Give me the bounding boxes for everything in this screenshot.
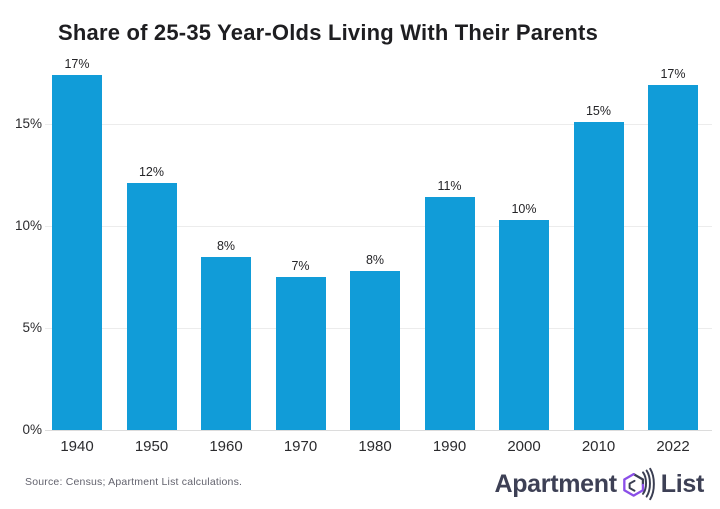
xtick-label-1960: 1960 [209, 438, 243, 455]
bar-1980 [350, 271, 400, 430]
ytick-label-10%: 10% [14, 218, 42, 233]
x-axis-labels: 1940 1950 1960 1970 1980 1990 2000 2010 2022 [52, 438, 698, 455]
source-note: Source: Census; Apartment List calculati… [25, 476, 243, 488]
xtick-label-1970: 1970 [283, 438, 318, 455]
bar-value-label-2000: 10% [511, 202, 537, 216]
xtick-label-2000: 2000 [507, 438, 541, 455]
logo-text-apartment: Apartment [494, 469, 617, 498]
bar-1970 [275, 277, 326, 430]
bar-1990 [424, 197, 475, 430]
bar-group-1990: 11% [424, 179, 475, 430]
bar-value-label-1940: 17% [64, 57, 90, 71]
bar-group-1950: 12% [126, 165, 177, 430]
xtick-label-1980: 1980 [358, 438, 392, 455]
bar-group-2010: 15% [573, 104, 624, 430]
bar-value-label-1950: 12% [138, 165, 165, 179]
bar-group-2022: 17% [648, 67, 698, 430]
xtick-label-1950: 1950 [134, 438, 169, 455]
bar-2000 [499, 220, 549, 430]
apartment-list-logo: Apartment List [494, 465, 704, 503]
ytick-label-15%: 15% [14, 116, 42, 131]
ytick-label-5%: 5% [22, 320, 42, 335]
xtick-label-1940: 1940 [60, 438, 94, 455]
chart-title: Share of 25-35 Year-Olds Living With The… [58, 19, 598, 45]
apartment-list-mark-icon [622, 467, 655, 501]
bar-value-label-2022: 17% [660, 67, 686, 81]
bar-value-label-2010: 15% [585, 104, 612, 118]
gridline-10% [45, 226, 712, 227]
bar-group-1980: 8% [350, 253, 400, 430]
gridline-15% [45, 124, 712, 125]
bar-group-2000: 10% [499, 202, 549, 430]
gridline-0% [45, 430, 712, 431]
bars-row: 17% 12% 8% 7% 8% 11% 10% 15% 17% [52, 52, 698, 430]
xtick-label-2010: 2010 [581, 438, 616, 455]
bar-1950 [126, 183, 177, 430]
bar-group-1970: 7% [275, 259, 326, 430]
logo-text-list: List [660, 469, 705, 498]
bar-2022 [648, 85, 698, 430]
ytick-label-0%: 0% [22, 422, 42, 437]
bar-value-label-1970: 7% [291, 259, 310, 273]
bar-1940 [52, 75, 102, 430]
bar-2010 [573, 122, 624, 430]
bar-group-1940: 17% [52, 57, 102, 430]
xtick-label-1990: 1990 [432, 438, 467, 455]
xtick-label-2022: 2022 [656, 438, 690, 455]
bar-group-1960: 8% [201, 239, 251, 430]
bar-1960 [201, 257, 251, 430]
bar-value-label-1960: 8% [216, 239, 236, 253]
bar-value-label-1980: 8% [365, 253, 385, 267]
bar-value-label-1990: 11% [437, 179, 462, 193]
